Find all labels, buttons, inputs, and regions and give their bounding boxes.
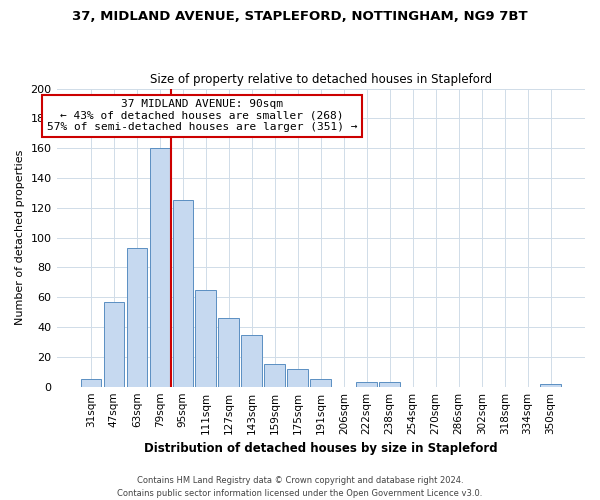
Bar [196,290,216,386]
Bar [540,384,561,386]
Bar [265,364,285,386]
Bar [127,248,147,386]
Bar [149,148,170,386]
Text: Contains HM Land Registry data © Crown copyright and database right 2024.
Contai: Contains HM Land Registry data © Crown c… [118,476,482,498]
Title: Size of property relative to detached houses in Stapleford: Size of property relative to detached ho… [150,73,492,86]
Bar [379,382,400,386]
Text: 37 MIDLAND AVENUE: 90sqm
← 43% of detached houses are smaller (268)
57% of semi-: 37 MIDLAND AVENUE: 90sqm ← 43% of detach… [47,99,357,132]
Bar [104,302,124,386]
Bar [241,334,262,386]
X-axis label: Distribution of detached houses by size in Stapleford: Distribution of detached houses by size … [144,442,497,455]
Y-axis label: Number of detached properties: Number of detached properties [15,150,25,326]
Text: 37, MIDLAND AVENUE, STAPLEFORD, NOTTINGHAM, NG9 7BT: 37, MIDLAND AVENUE, STAPLEFORD, NOTTINGH… [72,10,528,23]
Bar [310,379,331,386]
Bar [218,318,239,386]
Bar [287,369,308,386]
Bar [173,200,193,386]
Bar [356,382,377,386]
Bar [80,379,101,386]
